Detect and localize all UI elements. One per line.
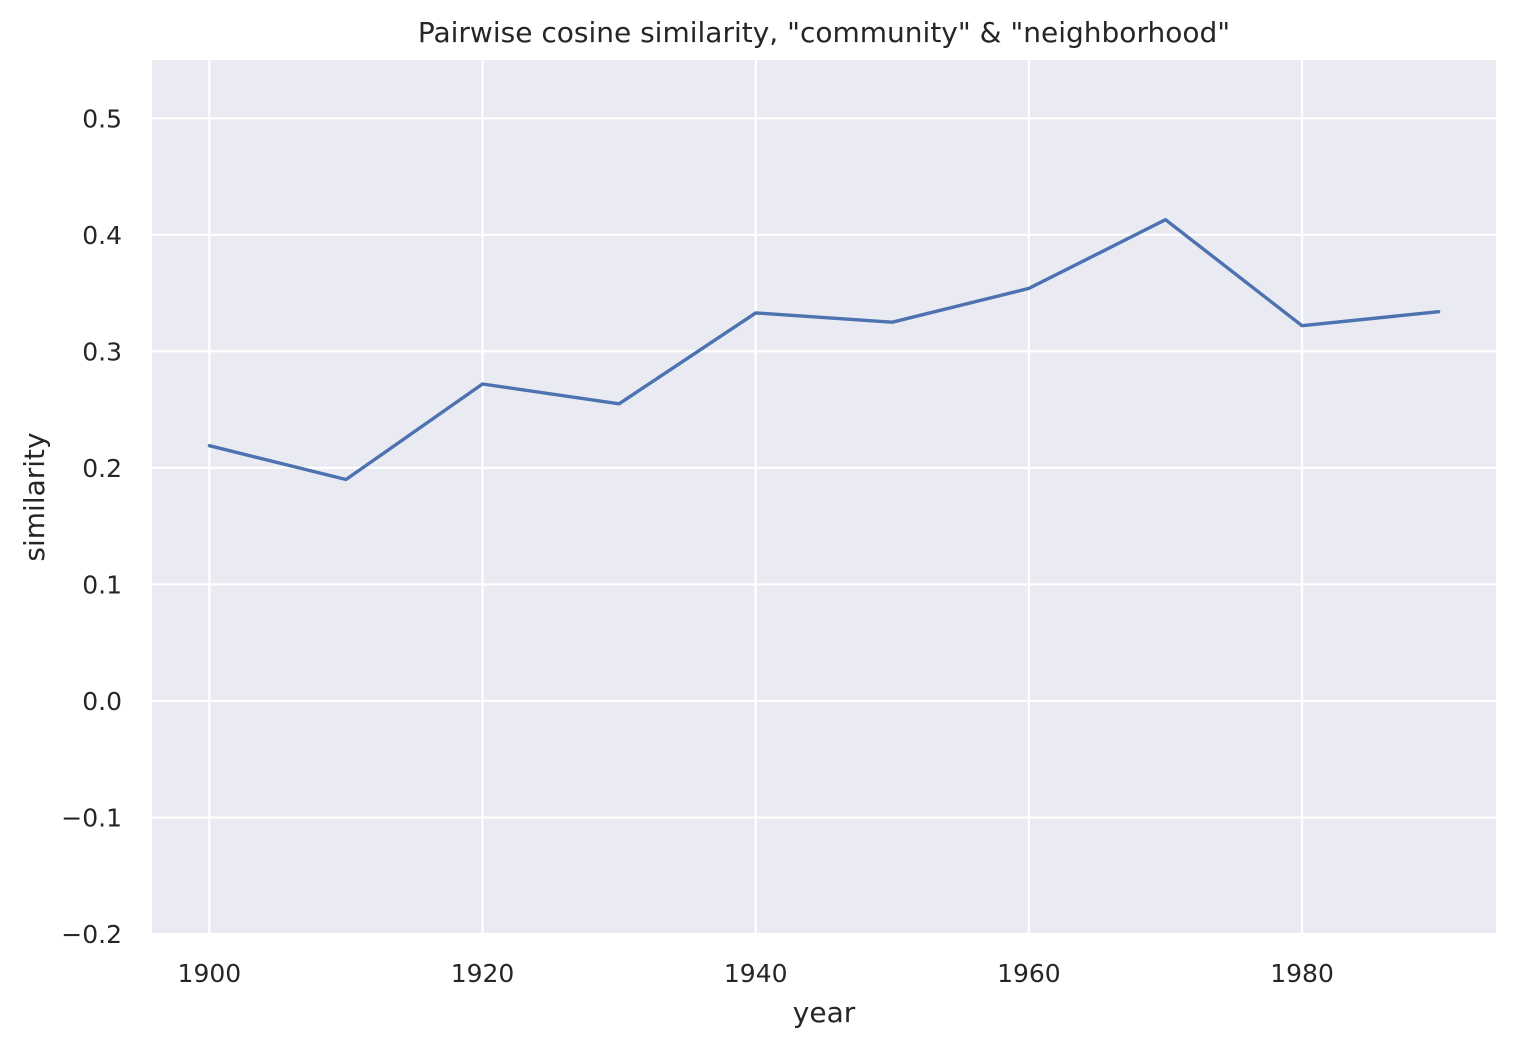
y-tick-label: 0.4 [82, 221, 122, 250]
x-tick-label: 1960 [997, 959, 1061, 988]
x-axis-ticks: 1900 1920 1940 1960 1980 [178, 959, 1334, 988]
plot-area [152, 60, 1496, 934]
x-axis-label: year [793, 996, 856, 1029]
y-tick-label: 0.1 [82, 570, 122, 599]
y-tick-label: 0.2 [82, 454, 122, 483]
x-tick-label: 1900 [178, 959, 242, 988]
series-layer [207, 217, 1441, 482]
x-tick-label: 1980 [1270, 959, 1334, 988]
y-axis-label: similarity [18, 432, 51, 561]
y-tick-label: −0.1 [61, 803, 122, 832]
series-line [207, 217, 1441, 482]
chart-title: Pairwise cosine similarity, "community" … [418, 16, 1230, 49]
y-tick-label: 0.5 [82, 104, 122, 133]
x-tick-label: 1920 [451, 959, 515, 988]
y-tick-label: 0.0 [82, 687, 122, 716]
x-tick-label: 1940 [724, 959, 788, 988]
y-axis-ticks: −0.2 −0.1 0.0 0.1 0.2 0.3 0.4 0.5 [61, 104, 122, 949]
y-tick-label: 0.3 [82, 337, 122, 366]
grid [152, 60, 1496, 936]
y-tick-label: −0.2 [61, 920, 122, 949]
